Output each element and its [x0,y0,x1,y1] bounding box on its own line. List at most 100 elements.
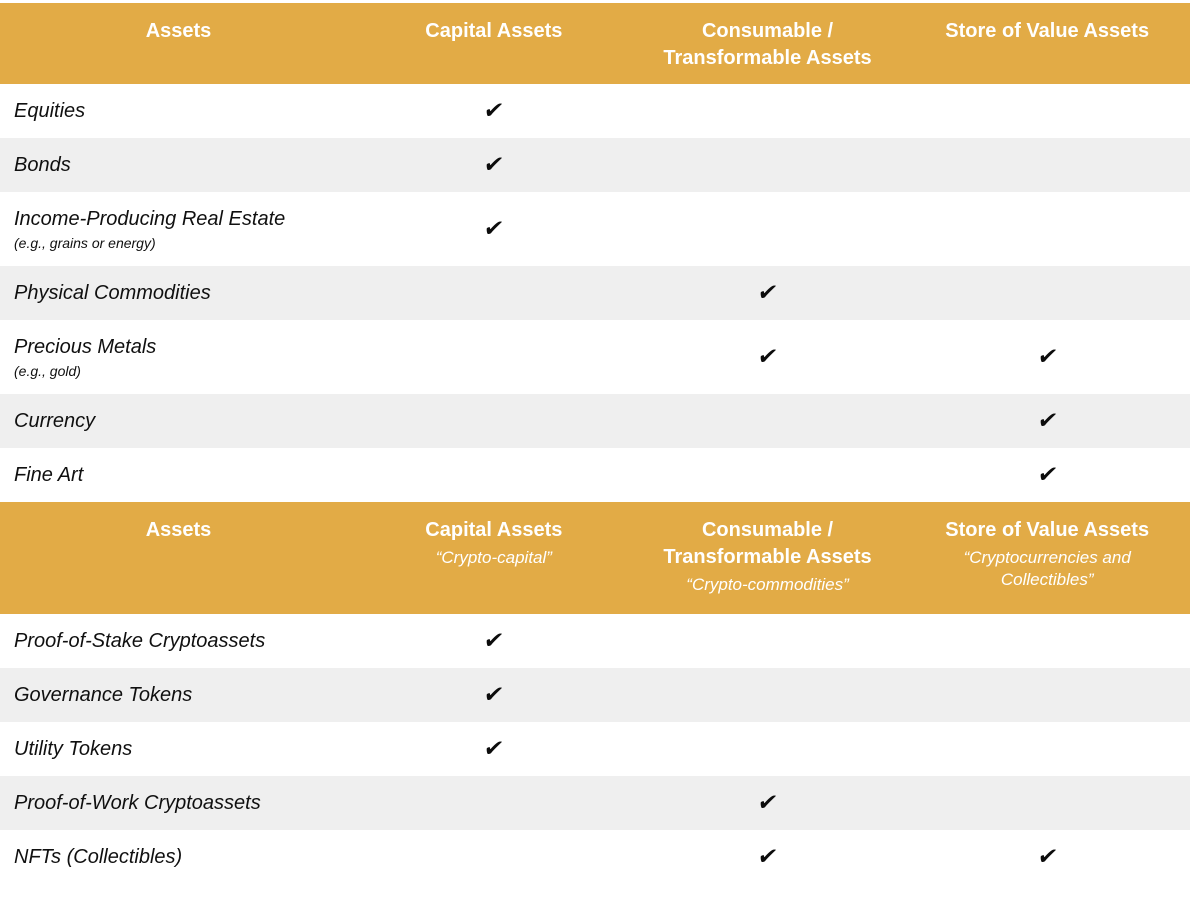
empty-cell-capital-assets [357,266,631,320]
asset-label: Equities [14,100,86,122]
check-cell-consumable-transformable-assets: ✔ [631,320,905,394]
column-header-title: Store of Value Assets [945,519,1150,541]
check-icon: ✔ [1035,344,1060,370]
empty-cell-consumable-transformable-assets [631,722,905,776]
check-cell-consumable-transformable-assets: ✔ [631,776,905,830]
table-header: Assets Capital Assets Consumable / Transfo… [0,3,1190,84]
asset-label: Income-Producing Real Estate [14,208,286,230]
table-row: Currency ✔ [0,394,1190,448]
asset-label-cell: Proof-of-Work Cryptoassets [0,776,357,830]
empty-cell-consumable-transformable-assets [631,192,905,266]
asset-label-cell: Income-Producing Real Estate (e.g., grain… [0,192,357,266]
column-header-title: Capital Assets [425,20,563,42]
asset-label: Utility Tokens [14,738,133,760]
asset-label-cell: Equities [0,84,357,138]
empty-cell-store-of-value-assets [904,84,1190,138]
column-header-store-of-value-assets: Store of Value Assets “Cryptocurrencies a… [904,502,1190,614]
column-header-subtitle: “Cryptocurrencies and Collectibles” [963,548,1131,589]
asset-label: Governance Tokens [14,684,193,706]
check-icon: ✔ [1035,462,1060,488]
check-icon: ✔ [755,790,780,816]
header-row: Assets Capital Assets “Crypto-capital” Cons… [0,502,1190,614]
check-cell-capital-assets: ✔ [357,722,631,776]
asset-note: (e.g., grains or energy) [14,235,156,251]
empty-cell-consumable-transformable-assets [631,394,905,448]
check-cell-store-of-value-assets: ✔ [904,448,1190,502]
check-icon: ✔ [481,736,506,762]
table-row: Proof-of-Work Cryptoassets ✔ [0,776,1190,830]
empty-cell-consumable-transformable-assets [631,668,905,722]
asset-label-cell: Precious Metals (e.g., gold) [0,320,357,394]
column-header-capital-assets: Capital Assets “Crypto-capital” [357,502,631,614]
asset-label: NFTs (Collectibles) [14,846,183,868]
check-icon: ✔ [1035,844,1060,870]
empty-cell-store-of-value-assets [904,722,1190,776]
asset-label-cell: Utility Tokens [0,722,357,776]
asset-table-section-0: Assets Capital Assets Consumable / Transfo… [0,3,1190,502]
check-cell-consumable-transformable-assets: ✔ [631,830,905,884]
asset-label-cell: NFTs (Collectibles) [0,830,357,884]
table-row: NFTs (Collectibles) ✔ ✔ [0,830,1190,884]
asset-label: Proof-of-Stake Cryptoassets [14,630,266,652]
asset-label: Fine Art [14,464,84,486]
column-header-title: Capital Assets [425,519,563,541]
check-icon: ✔ [481,98,506,124]
asset-label: Currency [14,410,96,432]
empty-cell-store-of-value-assets [904,776,1190,830]
asset-label-cell: Currency [0,394,357,448]
table-body: Equities ✔ Bonds ✔ Income-Producing Real Est… [0,84,1190,502]
empty-cell-store-of-value-assets [904,192,1190,266]
asset-note: (e.g., gold) [14,363,81,379]
table-row: Bonds ✔ [0,138,1190,192]
column-header-assets: Assets [0,3,357,84]
column-header-subtitle: “Crypto-commodities” [686,575,849,594]
check-cell-capital-assets: ✔ [357,84,631,138]
empty-cell-store-of-value-assets [904,138,1190,192]
table-row: Equities ✔ [0,84,1190,138]
empty-cell-capital-assets [357,776,631,830]
asset-label-cell: Physical Commodities [0,266,357,320]
header-row: Assets Capital Assets Consumable / Transfo… [0,3,1190,84]
check-icon: ✔ [755,844,780,870]
asset-label: Precious Metals [14,336,157,358]
check-cell-consumable-transformable-assets: ✔ [631,266,905,320]
table-body: Proof-of-Stake Cryptoassets ✔ Governance T… [0,614,1190,884]
check-cell-capital-assets: ✔ [357,668,631,722]
empty-cell-capital-assets [357,448,631,502]
column-header-consumable-transformable-assets: Consumable / Transformable Assets [630,3,905,84]
empty-cell-capital-assets [357,830,631,884]
table-row: Governance Tokens ✔ [0,668,1190,722]
asset-table-section-1: Assets Capital Assets “Crypto-capital” Cons… [0,502,1190,884]
asset-label: Bonds [14,154,71,176]
empty-cell-consumable-transformable-assets [631,448,905,502]
check-cell-capital-assets: ✔ [357,138,631,192]
empty-cell-consumable-transformable-assets [631,138,905,192]
column-header-title: Store of Value Assets [945,20,1150,42]
empty-cell-consumable-transformable-assets [631,614,905,668]
column-header-consumable-transformable-assets: Consumable / Transformable Assets “Crypto… [630,502,905,614]
asset-label-cell: Governance Tokens [0,668,357,722]
check-icon: ✔ [481,152,506,178]
column-header-store-of-value-assets: Store of Value Assets [904,3,1190,84]
check-icon: ✔ [481,682,506,708]
check-icon: ✔ [1035,408,1060,434]
column-header-assets: Assets [0,502,357,614]
table-row: Physical Commodities ✔ [0,266,1190,320]
empty-cell-capital-assets [357,394,631,448]
column-header-title: Consumable / Transformable Assets [663,20,872,69]
asset-label-cell: Proof-of-Stake Cryptoassets [0,614,357,668]
table-row: Fine Art ✔ [0,448,1190,502]
empty-cell-store-of-value-assets [904,668,1190,722]
empty-cell-store-of-value-assets [904,614,1190,668]
asset-label-cell: Bonds [0,138,357,192]
check-cell-capital-assets: ✔ [357,192,631,266]
check-cell-capital-assets: ✔ [357,614,631,668]
table-header: Assets Capital Assets “Crypto-capital” Cons… [0,502,1190,614]
check-icon: ✔ [755,344,780,370]
asset-label-cell: Fine Art [0,448,357,502]
column-header-title: Consumable / Transformable Assets [663,519,872,568]
check-icon: ✔ [481,216,506,242]
column-header-capital-assets: Capital Assets [357,3,631,84]
asset-label: Physical Commodities [14,282,211,304]
